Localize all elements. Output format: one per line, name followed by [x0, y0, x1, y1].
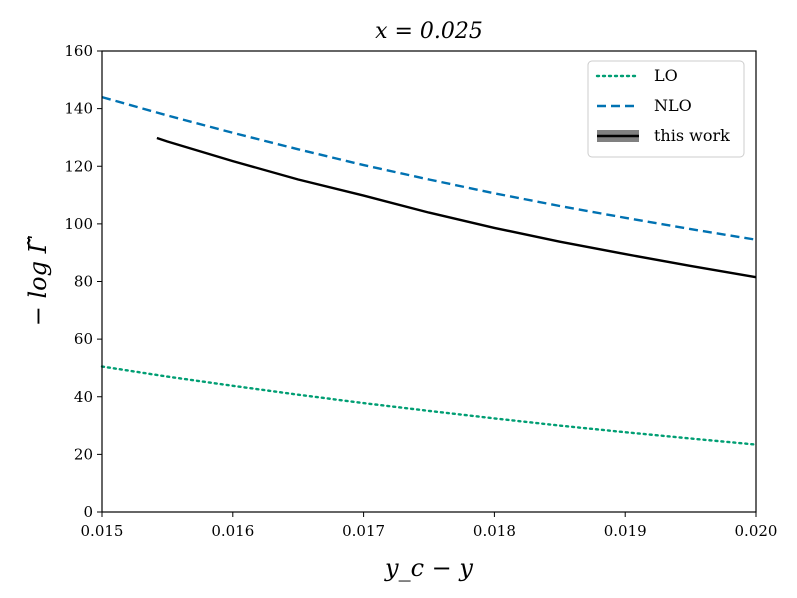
legend-label-nlo: NLO [654, 96, 692, 115]
legend-label-lo: LO [654, 66, 678, 85]
y-tick-label: 40 [74, 388, 93, 406]
y-tick-label: 120 [64, 157, 93, 175]
y-tick-label: 60 [74, 330, 93, 348]
y-tick-label: 20 [74, 445, 93, 463]
y-tick-label: 0 [83, 503, 93, 521]
x-tick-label: 0.020 [735, 522, 778, 540]
plot-series [100, 95, 758, 446]
y-tick-label: 80 [74, 273, 93, 291]
series-line-this-work [156, 136, 757, 279]
x-axis-label: y_c − y [384, 554, 473, 582]
y-tick-label: 140 [64, 100, 93, 118]
y-tick-label: 100 [64, 215, 93, 233]
series-line-lo [100, 365, 758, 446]
x-tick-label: 0.018 [473, 522, 516, 540]
chart-title: x = 0.025 [375, 19, 483, 44]
legend-label-this-work: this work [654, 126, 730, 145]
y-axis-ticks: 0 20 40 60 80 100 120 140 160 [64, 42, 102, 521]
x-axis-ticks: 0.015 0.016 0.017 0.018 0.019 0.020 [81, 512, 778, 540]
series-line-nlo [101, 95, 757, 241]
x-tick-label: 0.019 [604, 522, 647, 540]
x-tick-label: 0.016 [211, 522, 254, 540]
x-tick-label: 0.017 [342, 522, 385, 540]
y-tick-label: 160 [64, 42, 93, 60]
legend: LO NLO this work [587, 60, 745, 158]
y-axis-label: − log Γ̃ [24, 235, 52, 326]
x-tick-label: 0.015 [81, 522, 124, 540]
